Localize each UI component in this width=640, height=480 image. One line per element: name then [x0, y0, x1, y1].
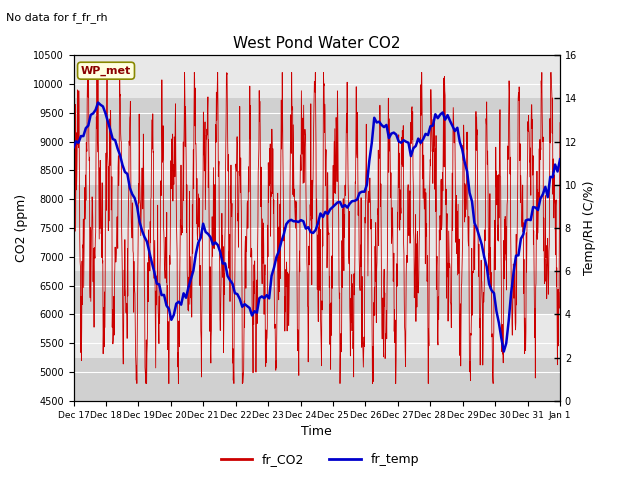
Bar — [74, 98, 560, 142]
Bar — [74, 55, 560, 98]
Bar — [74, 185, 560, 228]
Y-axis label: Temp/RH (C/%): Temp/RH (C/%) — [583, 181, 596, 275]
X-axis label: Time: Time — [301, 425, 332, 438]
Title: West Pond Water CO2: West Pond Water CO2 — [233, 36, 401, 51]
Bar — [74, 228, 560, 271]
Bar — [74, 142, 560, 185]
Legend: fr_CO2, fr_temp: fr_CO2, fr_temp — [216, 448, 424, 471]
Text: No data for f_fr_rh: No data for f_fr_rh — [6, 12, 108, 23]
Bar — [74, 271, 560, 314]
Text: WP_met: WP_met — [81, 66, 131, 76]
Bar — [74, 358, 560, 401]
Y-axis label: CO2 (ppm): CO2 (ppm) — [15, 194, 28, 262]
Bar — [74, 314, 560, 358]
